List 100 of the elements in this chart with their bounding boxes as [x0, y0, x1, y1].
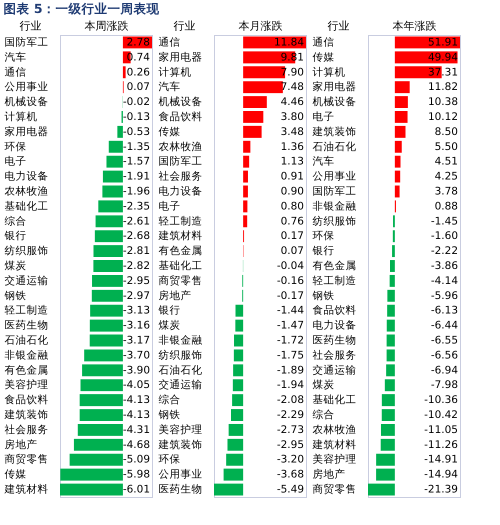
data-label: -1.89 — [276, 364, 304, 376]
data-label: -2.81 — [122, 245, 150, 258]
data-label: -11.05 — [424, 424, 458, 436]
y-tick-label: 通信 — [158, 35, 180, 48]
data-label: -0.16 — [276, 274, 304, 287]
data-label: -3.68 — [276, 468, 304, 481]
y-tick-label: 交通运输 — [158, 378, 202, 392]
y-tick-label: 交通运输 — [312, 363, 356, 376]
bar — [394, 126, 406, 138]
y-tick-label: 有色金属 — [158, 245, 202, 258]
data-label: -6.44 — [430, 320, 458, 332]
y-tick-label: 机械设备 — [158, 95, 202, 108]
y-tick-label: 农林牧渔 — [4, 184, 48, 198]
data-label: 11.84 — [274, 36, 304, 48]
y-tick-label: 农林牧渔 — [312, 422, 356, 436]
y-tick-label: 医药生物 — [158, 482, 202, 496]
data-label: -1.47 — [276, 320, 304, 332]
data-label: -21.39 — [424, 484, 458, 496]
y-tick-label: 商贸零售 — [4, 452, 48, 466]
data-label: -3.86 — [430, 260, 458, 272]
y-tick-label: 轻工制造 — [312, 274, 356, 287]
bar — [386, 349, 395, 362]
bar — [234, 334, 244, 346]
data-label: -0.53 — [122, 126, 150, 138]
data-label: 1.36 — [280, 140, 304, 153]
x-axis-title: 本周涨跌 — [84, 20, 128, 32]
y-tick-label: 轻工制造 — [4, 304, 48, 317]
data-label: -1.72 — [276, 334, 304, 347]
y-tick-label: 基础化工 — [312, 393, 356, 406]
data-label: -2.95 — [122, 274, 150, 287]
y-tick-label: 传媒 — [4, 468, 26, 481]
data-label: 4.46 — [280, 96, 304, 108]
y-tick-label: 医药生物 — [4, 318, 48, 332]
y-tick-label: 农林牧渔 — [158, 140, 202, 153]
data-label: 0.91 — [280, 170, 304, 183]
bar — [102, 170, 123, 183]
y-tick-label: 有色金属 — [312, 260, 356, 272]
bar — [117, 126, 123, 138]
y-tick-label: 电子 — [4, 154, 26, 168]
bar — [92, 274, 123, 287]
y-tick-label: 电力设备 — [158, 184, 202, 198]
y-tick-label: 医药生物 — [312, 334, 356, 347]
y-tick-label: 通信 — [4, 65, 26, 78]
data-label: -4.05 — [122, 379, 150, 392]
y-tick-label: 国防军工 — [312, 184, 356, 198]
y-tick-label: 公用事业 — [158, 468, 202, 481]
y-tick-label: 计算机 — [158, 65, 192, 78]
data-label: -14.94 — [424, 468, 458, 481]
y-tick-label: 综合 — [158, 393, 180, 406]
y-axis-title: 行业 — [328, 20, 350, 32]
y-tick-label: 钢铁 — [4, 290, 26, 302]
bar — [394, 111, 408, 123]
y-tick-label: 电子 — [312, 110, 334, 123]
y-tick-label: 美容护理 — [312, 452, 356, 466]
y-tick-label: 房地产 — [158, 288, 192, 302]
bar — [243, 140, 250, 153]
bar — [243, 81, 283, 94]
y-tick-label: 社会服务 — [158, 170, 202, 183]
data-label: -2.95 — [276, 438, 304, 451]
chart-title: 图表 5：一级行业一周表现 — [4, 1, 161, 16]
data-label: -4.13 — [122, 409, 150, 422]
data-label: 2.78 — [126, 36, 150, 48]
bar — [98, 200, 123, 212]
bar — [74, 438, 123, 451]
data-label: 10.38 — [428, 96, 458, 108]
bar — [386, 364, 395, 376]
data-label: -6.94 — [430, 364, 458, 376]
y-axis-title: 行业 — [174, 20, 196, 32]
bar — [394, 156, 401, 168]
data-label: 0.07 — [126, 81, 150, 94]
data-label: 3.78 — [434, 185, 458, 198]
bar — [90, 334, 123, 346]
data-label: 3.48 — [280, 126, 304, 138]
bar — [106, 156, 123, 168]
data-label: -1.91 — [122, 170, 150, 183]
bar — [227, 438, 244, 451]
data-label: -3.70 — [122, 349, 150, 362]
bar — [387, 304, 395, 317]
data-label: -2.82 — [122, 260, 150, 272]
y-tick-label: 电力设备 — [4, 170, 48, 183]
y-tick-label: 房地产 — [312, 468, 346, 481]
y-tick-label: 家用电器 — [158, 50, 202, 64]
x-axis-title: 本年涨跌 — [392, 20, 436, 32]
y-tick-label: 煤炭 — [4, 259, 26, 272]
bar — [384, 379, 395, 392]
bar — [243, 215, 248, 228]
data-label: 4.25 — [434, 170, 458, 183]
bar — [386, 334, 395, 346]
y-tick-label: 煤炭 — [312, 378, 334, 392]
bar — [376, 468, 395, 481]
data-label: 10.12 — [428, 110, 458, 123]
bar — [394, 140, 402, 153]
y-tick-label: 综合 — [4, 214, 26, 228]
data-label: -2.73 — [276, 424, 304, 436]
data-label: 5.50 — [434, 140, 458, 153]
bar — [224, 468, 244, 481]
bar — [243, 200, 248, 212]
y-tick-label: 钢铁 — [312, 290, 334, 302]
bar — [394, 170, 400, 183]
data-label: -1.57 — [122, 156, 150, 168]
